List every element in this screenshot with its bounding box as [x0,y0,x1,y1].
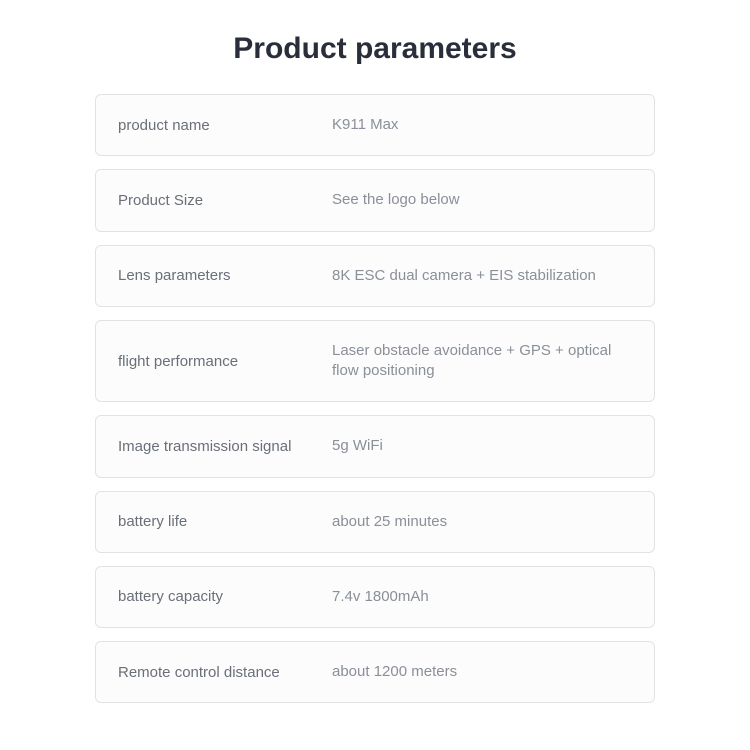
param-label: product name [118,117,332,134]
table-row: battery life about 25 minutes [95,491,655,553]
param-value: K911 Max [332,115,632,135]
param-value: 5g WiFi [332,436,632,456]
param-value: 7.4v 1800mAh [332,587,632,607]
param-label: Image transmission signal [118,438,332,455]
table-row: battery capacity 7.4v 1800mAh [95,566,655,628]
param-label: battery capacity [118,588,332,605]
table-row: Remote control distance about 1200 meter… [95,641,655,703]
table-row: Image transmission signal 5g WiFi [95,415,655,477]
param-value: 8K ESC dual camera + EIS stabilization [332,266,632,286]
param-label: Lens parameters [118,267,332,284]
param-value: about 1200 meters [332,662,632,682]
table-row: flight performance Laser obstacle avoida… [95,320,655,403]
table-row: product name K911 Max [95,94,655,156]
param-value: about 25 minutes [332,512,632,532]
page-title: Product parameters [233,32,516,66]
table-row: Lens parameters 8K ESC dual camera + EIS… [95,245,655,307]
table-row: Product Size See the logo below [95,169,655,231]
param-value: See the logo below [332,190,632,210]
param-label: Product Size [118,192,332,209]
param-value: Laser obstacle avoidance + GPS + optical… [332,341,632,382]
parameters-table: product name K911 Max Product Size See t… [95,94,655,703]
param-label: battery life [118,513,332,530]
param-label: flight performance [118,353,332,370]
param-label: Remote control distance [118,664,332,681]
